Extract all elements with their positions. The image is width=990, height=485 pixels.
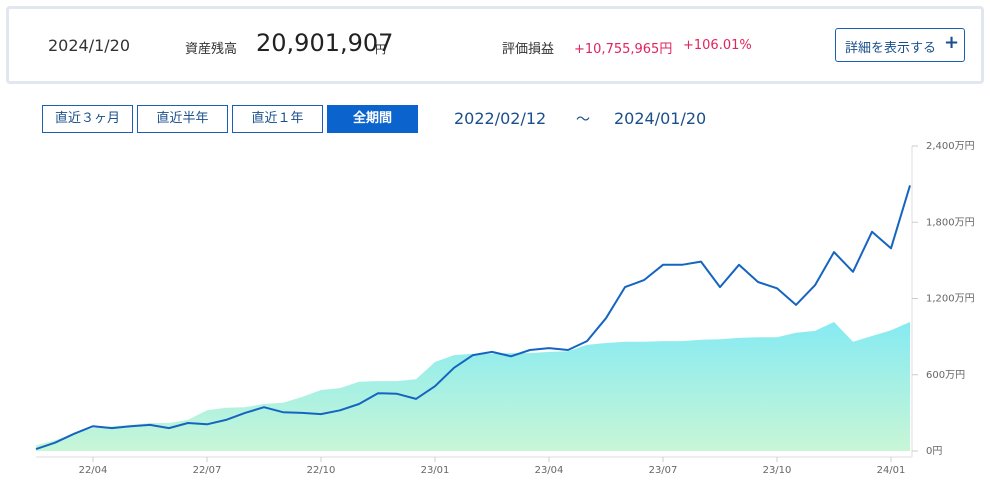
y-tick-label: 600万円 — [926, 370, 965, 381]
asset-value: 20,901,907 — [256, 29, 394, 57]
y-tick-label: 1,200万円 — [926, 294, 975, 305]
pl-label: 評価損益 — [502, 42, 555, 57]
area — [36, 322, 910, 451]
pl-value: +10,755,965円 — [574, 42, 673, 57]
period-separator: ～ — [576, 112, 590, 128]
plus-icon: + — [944, 32, 960, 53]
y-tick-label: 1,800万円 — [926, 217, 975, 228]
x-tick-label: 23/10 — [763, 465, 792, 476]
period-end: 2024/01/20 — [614, 109, 707, 128]
range-button[interactable]: 直近３ヶ月 — [42, 105, 133, 133]
x-tick-label: 24/01 — [877, 465, 906, 476]
y-tick-label: 0円 — [926, 446, 942, 457]
range-button[interactable]: 全期間 — [327, 105, 418, 133]
detail-button[interactable]: 詳細を表示する + — [835, 28, 965, 62]
y-tick-label: 2,400万円 — [926, 141, 975, 152]
x-tick-label: 23/04 — [535, 465, 564, 476]
x-tick-label: 22/10 — [307, 465, 336, 476]
x-tick-label: 23/01 — [421, 465, 450, 476]
line — [35, 185, 911, 451]
x-tick-label: 23/07 — [649, 465, 678, 476]
range-button[interactable]: 直近半年 — [137, 105, 228, 133]
asset-unit: 円 — [375, 43, 386, 56]
summary-box — [6, 6, 984, 84]
x-tick-label: 22/04 — [79, 465, 108, 476]
period-start: 2022/02/12 — [454, 109, 547, 128]
asset-label: 資産残高 — [185, 42, 238, 57]
pl-rate: +106.01% — [683, 38, 752, 53]
range-button[interactable]: 直近１年 — [232, 105, 323, 133]
x-tick-label: 22/07 — [193, 465, 222, 476]
date: 2024/1/20 — [48, 36, 131, 55]
detail-button-text: 詳細を表示する — [845, 41, 937, 56]
